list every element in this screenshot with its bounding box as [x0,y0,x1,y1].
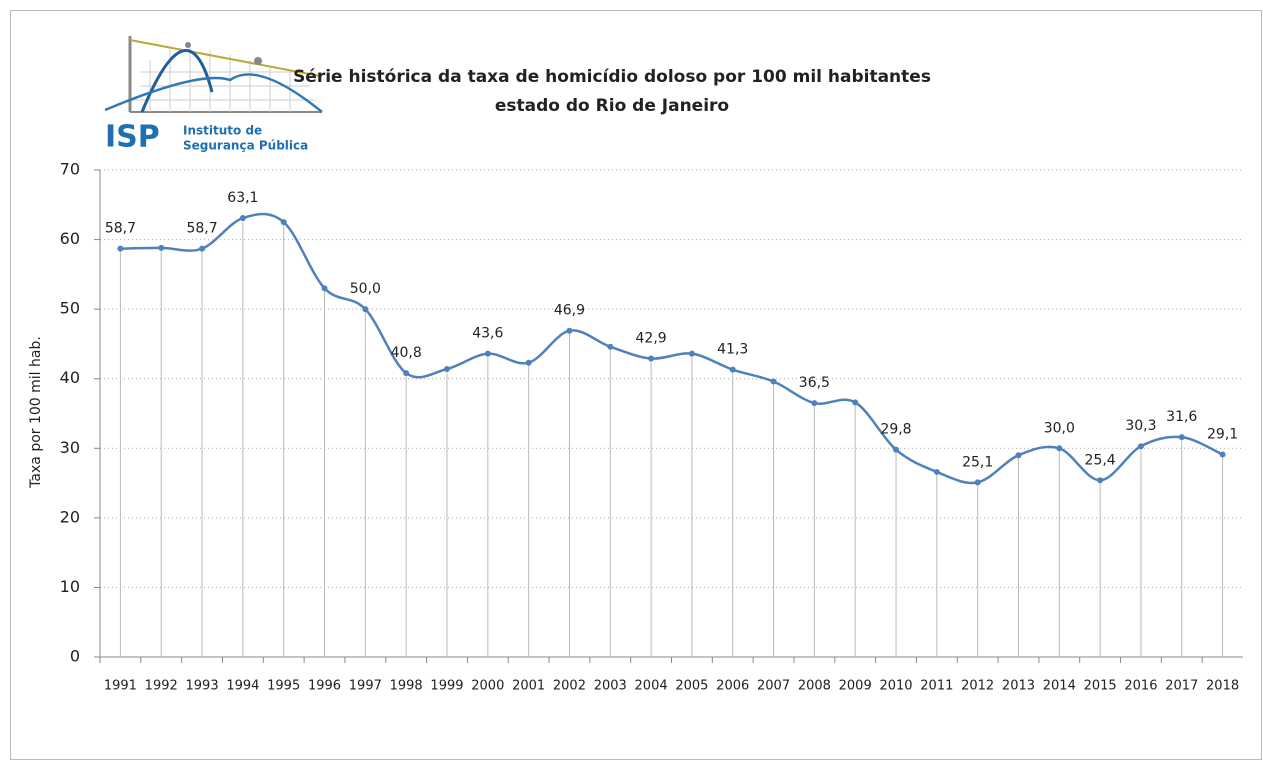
x-tick-label: 2003 [594,679,627,694]
point [607,343,614,350]
point [525,359,532,366]
x-tick-label: 1999 [430,679,463,694]
point [688,350,695,357]
point [239,215,246,222]
point [852,399,859,406]
point [974,479,981,486]
point [811,400,818,407]
line [120,212,1224,485]
value-label: 25,4 [1085,452,1116,468]
x-tick-label: 2013 [1002,679,1035,694]
value-label: 58,7 [186,221,217,237]
value-label: 30,3 [1125,418,1156,434]
x-tick-label: 2009 [839,679,872,694]
point [770,378,777,385]
y-tick-label: 60 [60,229,80,248]
logo-line1: Instituto de [183,124,262,138]
value-label: 30,0 [1044,420,1075,436]
value-label: 29,1 [1207,427,1238,443]
value-label: 31,6 [1166,409,1197,425]
x-tick-label: 2002 [553,679,586,694]
value-label: 43,6 [472,326,503,342]
y-tick-label: 50 [60,299,80,318]
x-tick-label: 2014 [1043,679,1076,694]
y-tick-label: 20 [60,507,80,526]
x-tick-label: 1991 [104,679,137,694]
point [403,370,410,377]
point [648,355,655,362]
point [729,366,736,373]
point [362,306,369,313]
chart-subtitle: estado do Rio de Janeiro [495,96,729,116]
x-tick-label: 2005 [675,679,708,694]
x-tick-label: 1998 [390,679,423,694]
x-tick-label: 1992 [145,679,178,694]
logo-line2: Segurança Pública [183,139,308,153]
point [1178,434,1185,441]
x-tick-label: 1994 [226,679,259,694]
x-tick-label: 1995 [267,679,300,694]
value-label: 29,8 [880,422,911,438]
x-tick-label: 2017 [1165,679,1198,694]
point [893,446,900,453]
x-tick-label: 2001 [512,679,545,694]
x-tick-label: 2008 [798,679,831,694]
x-tick-label: 2012 [961,679,994,694]
logo-abbr: ISP [105,120,160,155]
x-tick-label: 1993 [186,679,219,694]
point [117,245,124,252]
x-tick-label: 1997 [349,679,382,694]
point [484,350,491,357]
x-tick-label: 2004 [635,679,668,694]
point [321,285,328,292]
logo [104,36,323,113]
x-tick-label: 2015 [1084,679,1117,694]
point [1219,451,1226,458]
y-axis-label: Taxa por 100 mil hab. [28,336,44,489]
value-label: 25,1 [962,454,993,470]
value-label: 42,9 [636,331,667,347]
chart-title: Série histórica da taxa de homicídio dol… [293,67,931,87]
value-label: 63,1 [227,190,258,206]
y-tick-label: 40 [60,368,80,387]
x-tick-label: 2007 [757,679,790,694]
point [933,468,940,475]
x-tick-label: 2011 [920,679,953,694]
x-tick-label: 2006 [716,679,749,694]
value-label: 58,7 [105,221,136,237]
x-tick-label: 2018 [1206,679,1239,694]
y-tick-label: 70 [60,160,80,179]
point [566,327,573,334]
value-label: 41,3 [717,342,748,358]
y-tick-label: 0 [70,647,80,666]
point [280,219,287,226]
y-tick-label: 10 [60,577,80,596]
value-label: 40,8 [391,345,422,361]
x-tick-label: 2016 [1124,679,1157,694]
point [1056,445,1063,452]
point [1015,452,1022,459]
y-tick-label: 30 [60,438,80,457]
x-tick-label: 2010 [879,679,912,694]
value-label: 46,9 [554,303,585,319]
x-tick-label: 2000 [471,679,504,694]
point [199,245,206,252]
value-label: 36,5 [799,375,830,391]
point [1097,477,1104,484]
x-tick-label: 1996 [308,679,341,694]
point [158,244,165,251]
value-label: 50,0 [350,281,381,297]
point [443,365,450,372]
frame [10,10,1262,760]
point [1137,443,1144,450]
